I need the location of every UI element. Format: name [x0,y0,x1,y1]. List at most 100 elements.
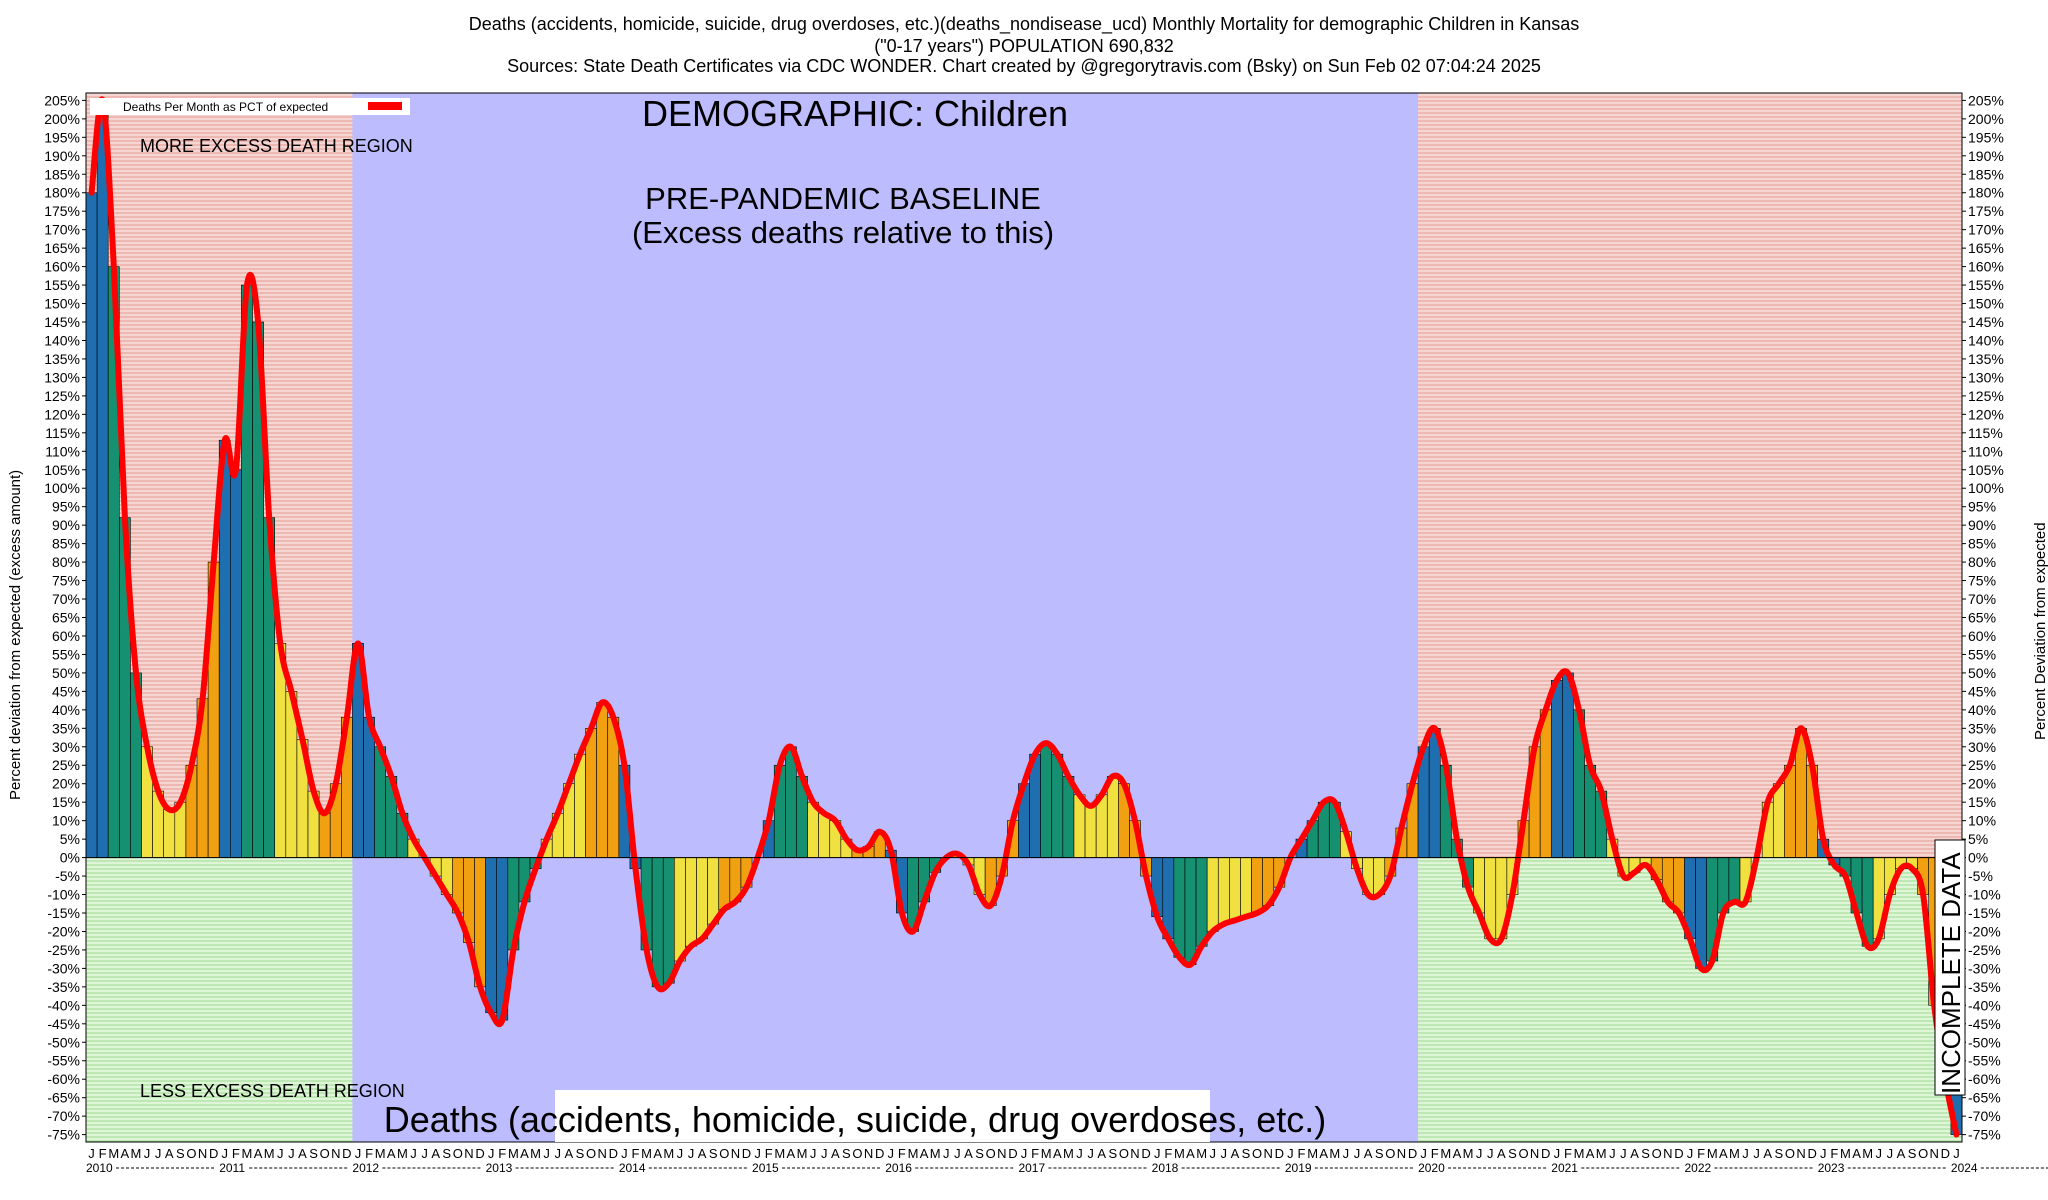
x-month-label: J [222,1146,229,1161]
x-month-label: N [1930,1146,1939,1161]
y-tick-label-right: 125% [1968,388,2004,404]
y-tick-label-left: -35% [47,979,80,995]
y-tick-label-left: 200% [44,111,80,127]
y-tick-label-right: 95% [1968,499,1996,515]
x-month-label: M [1463,1146,1474,1161]
x-month-label: J [543,1146,550,1161]
y-tick-label-left: 75% [52,573,80,589]
bar [1772,783,1785,858]
x-year-label: 2024 [1951,1161,1978,1175]
bar [96,100,109,858]
bar [1784,764,1796,858]
y-tick-label-left: -5% [55,868,80,884]
bar [1251,857,1263,914]
x-month-label: M [1174,1146,1185,1161]
y-tick-label-right: -70% [1968,1108,2001,1124]
y-tick-label-left: 95% [52,499,80,515]
x-month-label: J [421,1146,428,1161]
x-month-label: A [1897,1146,1906,1161]
y-tick-label-right: 0% [1968,850,1988,866]
x-month-label: J [555,1146,562,1161]
baseline-region [352,93,1419,1142]
more-excess-region-label: MORE EXCESS DEATH REGION [140,136,413,156]
x-month-label: M [1729,1146,1740,1161]
y-tick-label-right: 25% [1968,757,1996,773]
x-month-label: S [709,1146,718,1161]
y-tick-label-right: -30% [1968,960,2001,976]
x-month-label: J [1154,1146,1161,1161]
y-tick-label-right: 165% [1968,240,2004,256]
y-tick-label-right: -60% [1968,1071,2001,1087]
bar [163,809,176,858]
y-tick-label-right: 55% [1968,646,1996,662]
x-month-label: J [677,1146,684,1161]
y-tick-label-left: 130% [44,369,80,385]
y-tick-label-left: 180% [44,185,80,201]
x-month-label: D [1674,1146,1683,1161]
x-month-label: M [108,1146,119,1161]
baseline-label: PRE-PANDEMIC BASELINE [645,181,1041,216]
x-month-label: S [1108,1146,1117,1161]
y-tick-label-right: 50% [1968,665,1996,681]
subtitle-background [555,1090,1210,1142]
y-tick-label-right: 195% [1968,129,2004,145]
y-tick-label-left: 195% [44,129,80,145]
bar [1240,857,1252,917]
y-tick-label-right: 160% [1968,259,2004,275]
y-tick-label-left: 90% [52,517,80,533]
x-month-label: M [1329,1146,1340,1161]
y-tick-label-right: 115% [1968,425,2003,441]
y-tick-label-right: 150% [1968,296,2004,312]
x-month-label: S [176,1146,185,1161]
y-tick-label-left: 145% [44,314,80,330]
x-month-label: M [1196,1146,1207,1161]
x-month-label: J [410,1146,417,1161]
x-month-label: J [1753,1146,1760,1161]
x-year-label: 2020 [1418,1161,1445,1175]
bar [485,857,498,1014]
x-month-label: A [920,1146,929,1161]
y-tick-label-left: -40% [47,997,80,1013]
y-tick-label-left: 65% [52,610,80,626]
y-tick-label-left: 170% [44,222,80,238]
bar [1217,857,1230,925]
y-tick-label-left: -25% [47,942,80,958]
x-month-label: A [1719,1146,1728,1161]
bar [718,857,731,910]
x-month-label: J [488,1146,495,1161]
x-month-label: A [1763,1146,1772,1161]
x-month-label: A [520,1146,529,1161]
x-month-label: O [1785,1146,1795,1161]
y-tick-label-right: 100% [1968,480,2004,496]
x-month-label: M [264,1146,275,1161]
chart-header-line-2: ("0-17 years") POPULATION 690,832 [874,36,1174,56]
x-month-label: J [1487,1146,1494,1161]
x-month-label: A [121,1146,130,1161]
x-month-label: A [1364,1146,1373,1161]
x-month-label: N [331,1146,340,1161]
y-tick-label-right: 45% [1968,683,1996,699]
x-month-label: M [663,1146,674,1161]
x-month-label: N [1796,1146,1805,1161]
y-tick-label-right: 30% [1968,739,1996,755]
y-tick-label-left: 135% [44,351,80,367]
x-month-label: A [1497,1146,1506,1161]
x-month-label: F [365,1146,373,1161]
x-month-label: F [1830,1146,1838,1161]
x-month-label: A [1231,1146,1240,1161]
x-month-label: M [530,1146,541,1161]
y-tick-label-right: -45% [1968,1016,2001,1032]
y-tick-label-right: -65% [1968,1090,2001,1106]
x-month-label: J [1354,1146,1361,1161]
x-month-label: O [1918,1146,1928,1161]
x-month-label: M [908,1146,919,1161]
x-month-label: N [464,1146,473,1161]
bar [1106,776,1119,858]
y-tick-label-left: 155% [44,277,80,293]
x-year-label: 2019 [1285,1161,1312,1175]
incomplete-label-background [1934,839,1966,1096]
x-month-label: J [810,1146,817,1161]
chart-header-line-1: Deaths (accidents, homicide, suicide, dr… [468,14,1580,34]
series-line [88,96,1960,1138]
y-tick-label-left: 160% [44,259,80,275]
